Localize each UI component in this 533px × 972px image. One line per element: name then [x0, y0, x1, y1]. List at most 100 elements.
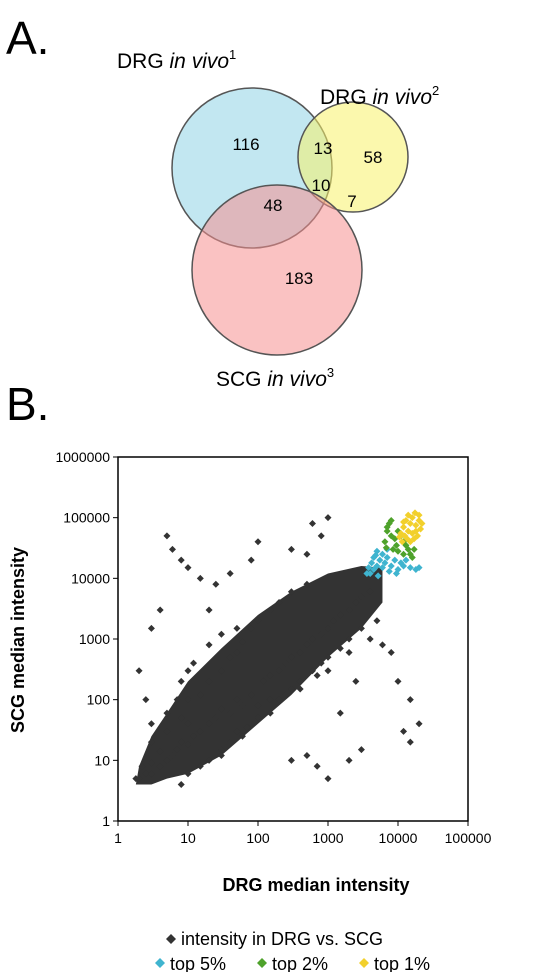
point-top1: [404, 511, 412, 519]
point-dark: [173, 746, 181, 754]
point-dark: [357, 593, 365, 601]
point-dark: [303, 580, 311, 588]
point-dark: [147, 720, 155, 728]
point-dark: [163, 727, 171, 735]
point-dark: [233, 648, 241, 656]
point-dark: [184, 696, 192, 704]
panel-a-letter: A.: [6, 12, 49, 64]
legend-label-top1: top 1%: [374, 954, 430, 972]
point-dark: [260, 677, 268, 685]
point-dark: [254, 685, 262, 693]
point-dark: [266, 672, 274, 680]
venn-set-label-3: SCG in vivo3: [216, 365, 334, 391]
point-dark: [287, 545, 295, 553]
point-dark: [147, 759, 155, 767]
legend-item-top2: top 2%: [257, 954, 328, 972]
point-top2: [381, 538, 389, 546]
point-dark: [282, 659, 290, 667]
legend-item-top1: top 1%: [359, 954, 430, 972]
point-dark: [266, 696, 274, 704]
point-dark: [330, 617, 338, 625]
point-dark: [266, 606, 274, 614]
point-top5: [415, 564, 423, 572]
point-dark: [406, 696, 414, 704]
legend-item-dark: intensity in DRG vs. SCG: [166, 929, 383, 949]
point-dark: [217, 667, 225, 675]
point-dark: [352, 598, 360, 606]
panel-b-letter: B.: [6, 378, 49, 430]
point-dark: [233, 624, 241, 632]
point-dark: [168, 752, 176, 760]
y-tick-label: 1000: [79, 631, 110, 647]
point-dark: [135, 775, 143, 783]
point-dark: [287, 588, 295, 596]
point-top5: [387, 562, 395, 570]
point-dark: [217, 746, 225, 754]
scatter-plot: 1 10 100 1000 10000 100000 1 10 100 1000 10000 1000…: [55, 449, 491, 846]
point-dark: [296, 685, 304, 693]
venn-circle-drg-2: [297, 101, 409, 213]
point-dark: [247, 720, 255, 728]
point-dark: [217, 630, 225, 638]
point-dark: [266, 709, 274, 717]
point-dark: [345, 606, 353, 614]
point-top5: [373, 547, 381, 555]
point-top5: [368, 559, 376, 567]
point-dark: [156, 762, 164, 770]
point-dark: [324, 775, 332, 783]
point-dark: [308, 667, 316, 675]
point-dark: [196, 727, 204, 735]
point-dark: [205, 720, 213, 728]
point-dark: [205, 677, 213, 685]
point-top5: [406, 564, 414, 572]
point-top5: [378, 550, 386, 558]
point-dark: [247, 691, 255, 699]
point-dark: [324, 667, 332, 675]
venn-diagram: [171, 87, 409, 356]
point-dark: [212, 714, 220, 722]
x-tick-label: 10: [180, 830, 196, 846]
legend-label-dark: intensity in DRG vs. SCG: [181, 929, 383, 949]
venn-circle-scg: [191, 184, 363, 356]
point-top1: [406, 520, 414, 528]
point-dark: [177, 738, 185, 746]
point-top5: [378, 564, 386, 572]
point-dark: [196, 691, 204, 699]
legend: intensity in DRG vs. SCG top 5% top 2% t…: [155, 929, 430, 972]
point-dark: [287, 756, 295, 764]
legend-marker-dark: [166, 934, 176, 944]
point-dark: [324, 624, 332, 632]
legend-label-top2: top 2%: [272, 954, 328, 972]
point-dark: [313, 762, 321, 770]
point-dark: [394, 677, 402, 685]
legend-item-top5: top 5%: [155, 954, 226, 972]
point-dark: [173, 696, 181, 704]
point-top5: [373, 562, 381, 570]
point-dark: [205, 641, 213, 649]
point-dark: [135, 667, 143, 675]
point-dark: [275, 696, 283, 704]
point-dark: [296, 677, 304, 685]
point-dark: [287, 685, 295, 693]
point-dark: [233, 727, 241, 735]
point-dark: [138, 762, 146, 770]
point-dark: [254, 714, 262, 722]
y-tick-label: 100: [87, 692, 111, 708]
point-top2: [392, 541, 400, 549]
point-top1: [412, 521, 420, 529]
y-tick-label: 1: [102, 813, 110, 829]
point-dark: [163, 709, 171, 717]
point-top5: [383, 554, 391, 562]
legend-marker-top2: [257, 958, 267, 968]
point-dark: [275, 667, 283, 675]
point-dark: [205, 756, 213, 764]
venn-count-2-3: 7: [347, 192, 356, 211]
point-top2: [410, 545, 418, 553]
point-dark: [373, 617, 381, 625]
point-top1: [400, 523, 408, 531]
point-dark: [147, 624, 155, 632]
point-dark: [303, 641, 311, 649]
y-tick-label: 10000: [71, 570, 110, 586]
point-top2: [383, 523, 391, 531]
